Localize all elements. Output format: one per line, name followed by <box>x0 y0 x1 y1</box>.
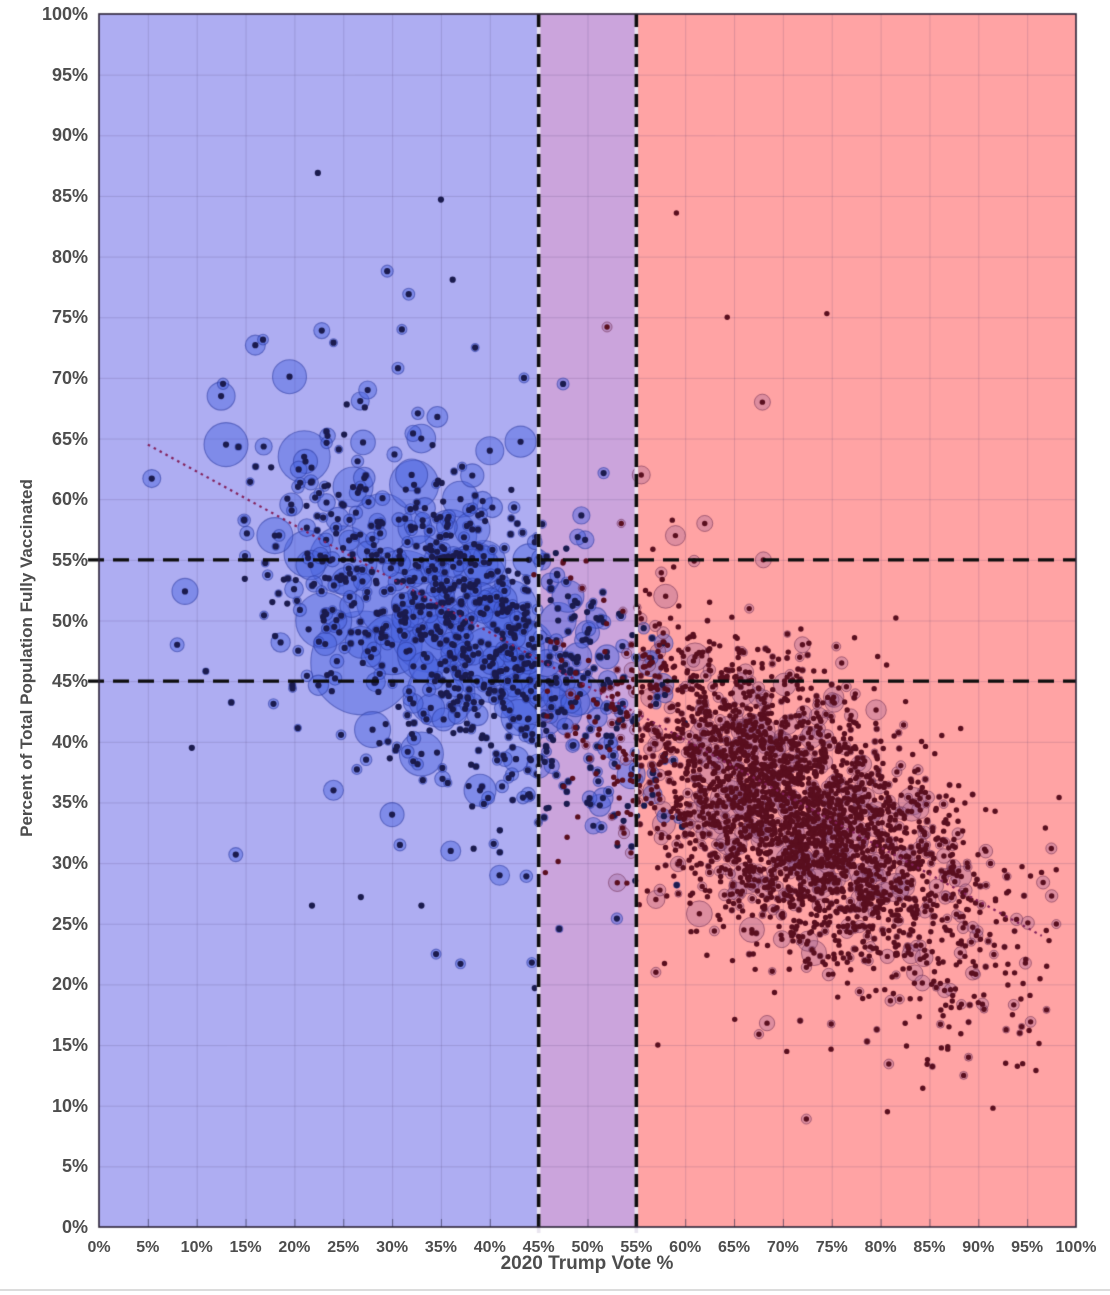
y-tick-label: 40% <box>51 731 88 752</box>
x-tick-label: 10% <box>180 1239 213 1256</box>
x-tick-label: 90% <box>962 1239 995 1256</box>
y-tick-label: 80% <box>51 246 88 267</box>
y-tick-label: 70% <box>51 367 88 388</box>
x-tick-label: 75% <box>815 1239 848 1256</box>
x-tick-label: 70% <box>766 1239 799 1256</box>
y-tick-label: 20% <box>51 974 88 995</box>
x-tick-label: 85% <box>913 1239 946 1256</box>
y-tick-label: 90% <box>51 125 88 146</box>
x-tick-label: 95% <box>1011 1239 1044 1256</box>
y-tick-label: 65% <box>51 428 88 449</box>
y-tick-label: 75% <box>51 307 88 328</box>
x-tick-label: 20% <box>278 1239 311 1256</box>
y-tick-label: 25% <box>51 913 88 934</box>
x-tick-label: 80% <box>864 1239 897 1256</box>
x-tick-label: 60% <box>669 1239 702 1256</box>
y-tick-label: 50% <box>51 610 88 631</box>
x-axis-title: 2020 Trump Vote % <box>500 1253 674 1274</box>
y-tick-label: 15% <box>51 1035 88 1056</box>
x-tick-label: 45% <box>522 1239 555 1256</box>
x-tick-label: 35% <box>424 1239 457 1256</box>
y-tick-label: 60% <box>51 489 88 510</box>
y-tick-label: 55% <box>51 549 88 570</box>
x-tick-label: 100% <box>1055 1239 1097 1256</box>
y-tick-label: 0% <box>61 1217 88 1237</box>
x-tick-label: 55% <box>620 1239 653 1256</box>
x-tick-label: 0% <box>87 1239 111 1256</box>
y-tick-label: 5% <box>61 1156 88 1177</box>
y-tick-label: 30% <box>51 853 88 874</box>
y-tick-label: 85% <box>51 185 88 206</box>
x-tick-label: 40% <box>473 1239 506 1256</box>
x-tick-label: 25% <box>327 1239 360 1256</box>
x-tick-label: 50% <box>571 1239 604 1256</box>
x-tick-label: 65% <box>718 1239 751 1256</box>
y-tick-label: 35% <box>51 792 88 813</box>
y-tick-label: 95% <box>51 64 88 85</box>
y-tick-label: 45% <box>51 671 88 692</box>
y-tick-label: 10% <box>51 1095 88 1116</box>
bottom-divider <box>0 1289 1110 1291</box>
x-tick-label: 15% <box>229 1239 262 1256</box>
x-tick-label: 30% <box>376 1239 409 1256</box>
y-tick-label: 100% <box>41 4 88 24</box>
x-tick-label: 5% <box>136 1239 160 1256</box>
